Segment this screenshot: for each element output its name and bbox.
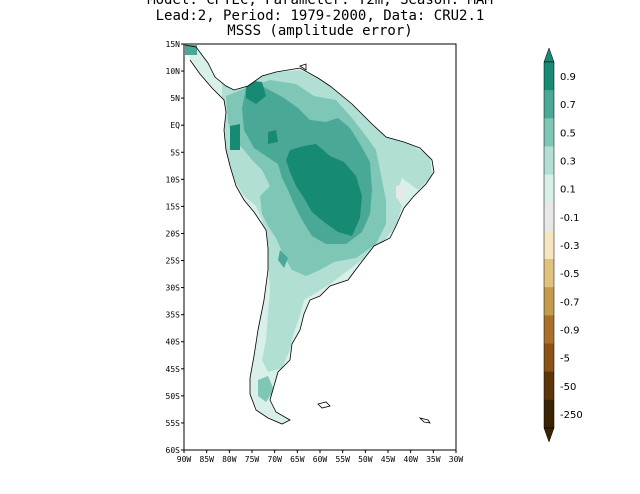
colorbar-swatch xyxy=(544,315,554,344)
y-tick-label: 20S xyxy=(166,229,181,238)
colorbar-swatch xyxy=(544,146,554,176)
colorbar-swatch xyxy=(544,287,554,316)
x-tick-label: 90W xyxy=(177,455,192,464)
y-tick-label: 30S xyxy=(166,284,181,293)
colorbar: 0.9 0.7 0.5 0.3 0.1 -0.1 -0.3 -0.5 -0.7 -0.9 -5 -50… xyxy=(543,47,583,443)
x-tick-label: 45W xyxy=(381,455,396,464)
y-tick-label: 15N xyxy=(166,40,181,49)
colorbar-label: -0.7 xyxy=(560,297,580,308)
field-cell-corner xyxy=(185,45,197,55)
x-tick-label: 55W xyxy=(335,455,350,464)
colorbar-label: -5 xyxy=(560,354,570,365)
colorbar-swatch xyxy=(544,90,554,119)
x-tick-label: 70W xyxy=(267,455,282,464)
y-tick-label: 60S xyxy=(166,446,181,455)
coastlines xyxy=(184,44,435,425)
coastline-mainland xyxy=(184,44,435,425)
y-tick-label: 5S xyxy=(170,148,180,157)
y-tick-label: 50S xyxy=(166,392,181,401)
colorbar-swatch xyxy=(544,399,554,429)
x-tick-label: 50W xyxy=(358,455,373,464)
colorbar-label: 0.1 xyxy=(560,185,576,196)
colorbar-swatch xyxy=(544,202,554,232)
x-tick-label: 35W xyxy=(426,455,441,464)
colorbar-label: 0.3 xyxy=(560,157,576,168)
colorbar-label: -50 xyxy=(560,382,576,393)
colorbar-label: 0.7 xyxy=(560,100,576,111)
colorbar-label: -0.9 xyxy=(560,325,580,336)
y-tick-label: 25S xyxy=(166,257,181,266)
colorbar-top-arrow xyxy=(543,47,555,63)
x-tick-label: 40W xyxy=(403,455,418,464)
colorbar-label: 0.9 xyxy=(560,72,576,83)
coastline-south-georgia xyxy=(418,417,431,424)
colorbar-bottom-arrow xyxy=(543,427,555,443)
colorbar-label: 0.5 xyxy=(560,128,576,139)
colorbar-swatch xyxy=(544,174,554,204)
coastline-falklands xyxy=(317,401,331,409)
y-tick-label: EQ xyxy=(170,121,180,130)
colorbar-swatch xyxy=(544,62,554,91)
y-tick-label: 55S xyxy=(166,419,181,428)
title-line-1: Model: CPTEC, Parameter: T2m, Season: MA… xyxy=(147,0,493,8)
colorbar-label: -0.3 xyxy=(560,241,580,252)
title-line-2: Lead:2, Period: 1979-2000, Data: CRU2.1 xyxy=(155,8,485,24)
colorbar-swatch xyxy=(544,343,554,373)
y-tick-label: 35S xyxy=(166,311,181,320)
y-tick-label: 10S xyxy=(166,175,181,184)
y-tick-label: 45S xyxy=(166,365,181,374)
colorbar-swatch xyxy=(544,230,554,260)
title-line-3: MSSS (amplitude error) xyxy=(227,23,413,39)
x-axis: 90W 85W 80W 75W 70W 65W 60W 55W 50W 45W 40W 35W 30W xyxy=(177,450,464,464)
colorbar-outline xyxy=(543,61,555,429)
y-tick-label: 5N xyxy=(170,94,180,103)
y-axis: 15N 10N 5N EQ 5S 10S 15S 20S 25S 30S 35S 40S 45S 50S 5… xyxy=(166,40,184,455)
x-tick-label: 85W xyxy=(199,455,214,464)
colorbar-label: -0.5 xyxy=(560,269,580,280)
x-tick-label: 75W xyxy=(245,455,260,464)
y-tick-label: 40S xyxy=(166,338,181,347)
x-tick-label: 65W xyxy=(290,455,305,464)
colorbar-swatch xyxy=(544,259,554,288)
coastline-trinidad xyxy=(299,63,307,71)
x-tick-label: 60W xyxy=(313,455,328,464)
colorbar-swatch xyxy=(544,118,554,147)
field-level-0.9 xyxy=(230,80,362,236)
x-tick-label: 80W xyxy=(222,455,237,464)
colorbar-label: -0.1 xyxy=(560,213,580,224)
y-tick-label: 15S xyxy=(166,202,181,211)
y-tick-label: 10N xyxy=(166,67,181,76)
colorbar-swatch xyxy=(544,371,554,401)
colorbar-label: -250 xyxy=(560,410,583,421)
x-tick-label: 30W xyxy=(449,455,464,464)
